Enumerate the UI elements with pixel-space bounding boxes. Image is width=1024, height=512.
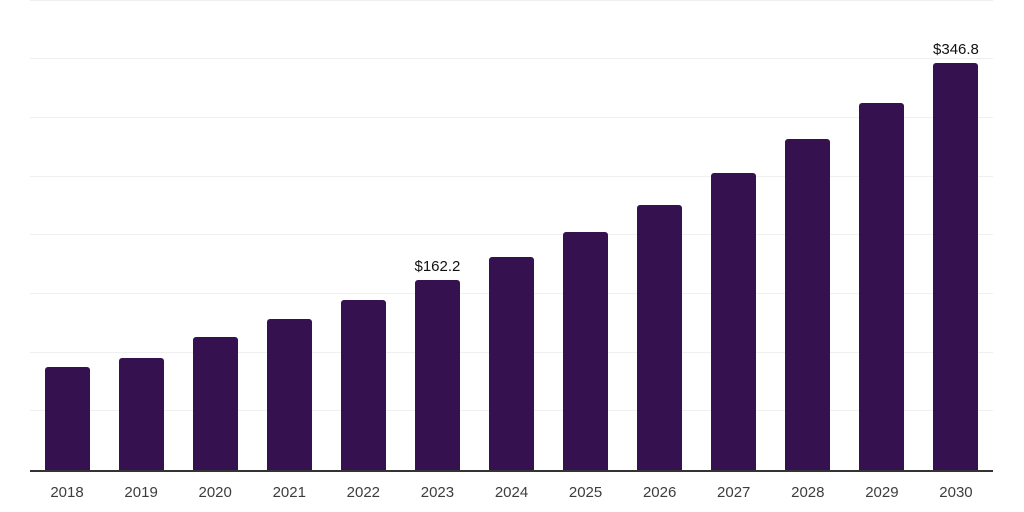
x-tick-label-2028: 2028 [791,484,825,501]
value-label-2030: $346.8 [933,40,979,58]
x-tick-label-2029: 2029 [865,484,899,501]
bar-2025 [563,232,609,470]
gridline-250 [30,175,993,177]
x-tick-label-2020: 2020 [198,484,232,501]
x-tick-label-2024: 2024 [494,484,529,501]
bar-2024 [489,257,534,470]
plot-area: $162.2 $346.8 [30,0,993,472]
x-tick-label-2025: 2025 [568,484,603,501]
gridline-200 [30,234,993,236]
x-tick-label-2026: 2026 [642,484,677,501]
bar-2023 [414,279,460,470]
value-label-2023: $162.2 [414,257,461,275]
x-tick-label-2027: 2027 [717,484,751,501]
bar-2019 [118,358,164,470]
bar-2026 [637,204,683,470]
bar-2030 [933,62,979,470]
gridline-400 [30,0,993,1]
bar-2021 [266,319,312,470]
gridline-300 [30,116,993,118]
gridline-350 [30,58,993,60]
bar-2027 [711,173,757,470]
bar-2022 [340,299,386,470]
x-tick-label-2019: 2019 [124,484,158,501]
bar-2028 [785,139,831,470]
x-tick-label-2030: 2030 [939,484,973,501]
x-tick-label-2022: 2022 [346,484,381,501]
bar-2020 [192,336,238,470]
x-tick-label-2018: 2018 [50,484,84,501]
bar-2029 [859,102,905,470]
bar-2018 [44,366,90,470]
x-tick-label-2021: 2021 [272,484,306,501]
x-tick-label-2023: 2023 [420,484,455,501]
